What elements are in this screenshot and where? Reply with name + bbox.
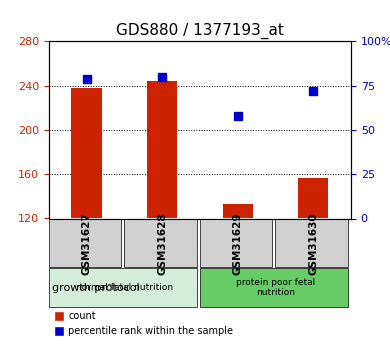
Bar — [223, 204, 253, 218]
Text: protein poor fetal
nutrition: protein poor fetal nutrition — [236, 278, 315, 297]
Text: GSM31627: GSM31627 — [82, 212, 92, 275]
Bar — [71, 88, 102, 218]
FancyBboxPatch shape — [124, 218, 197, 267]
FancyBboxPatch shape — [200, 218, 272, 267]
Title: GDS880 / 1377193_at: GDS880 / 1377193_at — [116, 22, 284, 39]
Bar — [298, 178, 328, 218]
FancyBboxPatch shape — [49, 268, 197, 307]
Text: GSM31629: GSM31629 — [233, 212, 243, 275]
Legend: count, percentile rank within the sample: count, percentile rank within the sample — [51, 307, 237, 340]
Text: GSM31630: GSM31630 — [308, 212, 318, 275]
Text: normal fetal nutrition: normal fetal nutrition — [76, 283, 173, 292]
FancyBboxPatch shape — [275, 218, 348, 267]
Text: growth protocol: growth protocol — [52, 283, 139, 293]
FancyBboxPatch shape — [49, 218, 121, 267]
FancyBboxPatch shape — [200, 268, 348, 307]
Bar — [147, 81, 177, 218]
Text: GSM31628: GSM31628 — [157, 212, 167, 275]
